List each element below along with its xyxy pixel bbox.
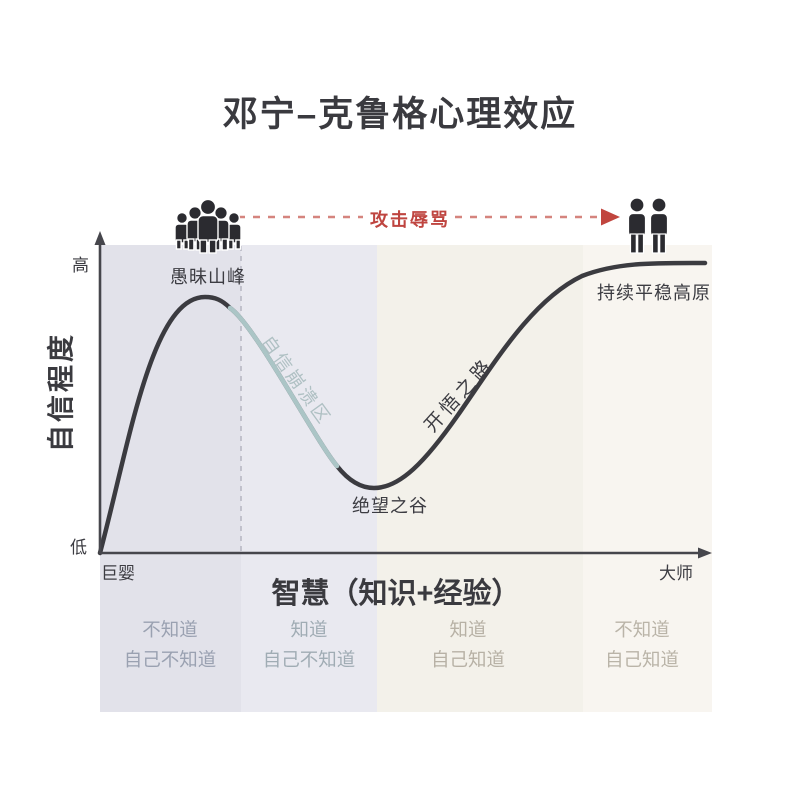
pair-person-right xyxy=(649,197,669,254)
page-title: 邓宁–克鲁格心理效应 xyxy=(222,95,578,134)
crowd-icon xyxy=(174,198,242,254)
zone-label-unknown-known: 不知道 自己知道 xyxy=(562,615,722,675)
x-axis-arrow-icon xyxy=(698,547,712,559)
zone-label-line1: 不知道 xyxy=(614,619,670,640)
crowd-person-center xyxy=(197,198,219,254)
zone-label-line1: 不知道 xyxy=(142,619,198,640)
zone-label-unknown-unknown: 不知道 自己不知道 xyxy=(90,615,250,675)
label-valley-of-despair: 绝望之谷 xyxy=(352,496,428,516)
zone-label-line2: 自己知道 xyxy=(430,649,505,670)
zone-label-line2: 自己不知道 xyxy=(262,649,356,670)
y-axis-max-label: 高 xyxy=(72,256,89,275)
x-axis-title: 智慧（知识+经验） xyxy=(271,578,521,610)
zone-label-known-unknown: 知道 自己不知道 xyxy=(229,615,389,675)
label-plateau-of-sustainability: 持续平稳高原 xyxy=(597,283,711,303)
dunning-kruger-curve xyxy=(97,260,708,556)
zone-label-line1: 知道 xyxy=(449,619,487,640)
label-peak-of-ignorance: 愚昧山峰 xyxy=(170,267,246,287)
crowd-person-outer-left xyxy=(174,211,190,250)
x-axis-max-label: 大师 xyxy=(659,564,693,583)
zone-band-unknown-known xyxy=(583,245,712,712)
zone-label-line2: 自己不知道 xyxy=(123,649,217,670)
y-axis-title: 自信程度 xyxy=(46,332,77,452)
red-arrowhead-icon xyxy=(601,208,620,226)
zone-label-line1: 知道 xyxy=(290,619,328,640)
crowd-person-outer-right xyxy=(226,211,242,250)
zone-band-known-known xyxy=(377,245,583,712)
confidence-collapse-segment xyxy=(227,305,340,469)
zone-label-line2: 自己知道 xyxy=(604,649,679,670)
x-axis-min-label: 巨婴 xyxy=(101,564,135,583)
y-axis-arrow-icon xyxy=(94,231,106,245)
zone-band-known-unknown xyxy=(241,245,377,712)
pair-person-left xyxy=(627,197,647,254)
zone-label-known-known: 知道 自己知道 xyxy=(388,615,548,675)
attack-annotation-label: 攻击辱骂 xyxy=(370,210,450,230)
two-people-icon xyxy=(627,197,669,254)
y-axis-min-label: 低 xyxy=(70,538,87,557)
